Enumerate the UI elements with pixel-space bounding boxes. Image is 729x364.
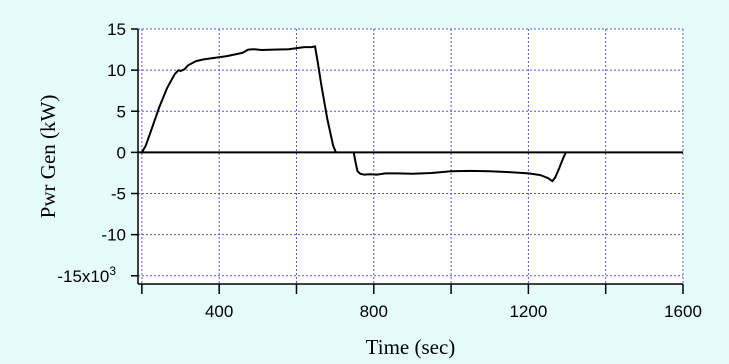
series-line-1 <box>141 45 337 153</box>
x-tick-label: 1600 <box>664 302 702 321</box>
y-tick-label: 0 <box>117 143 126 162</box>
x-tick-label: 800 <box>360 302 388 321</box>
axes <box>131 28 684 294</box>
y-tick-label: 15 <box>107 20 126 39</box>
y-tick-label: 10 <box>107 61 126 80</box>
y-tick-exponent: 3 <box>109 264 116 278</box>
data-series-group <box>141 45 567 183</box>
y-axis-title: Pwr Gen (kW) <box>36 95 60 219</box>
grid-lines <box>138 28 684 284</box>
y-tick-label: -5 <box>111 185 126 204</box>
y-tick-label: 5 <box>117 102 126 121</box>
y-tick-label: -15x103 <box>57 264 116 286</box>
x-axis-title: Time (sec) <box>366 335 456 359</box>
plot-area <box>138 29 683 284</box>
x-tick-label: 400 <box>205 302 233 321</box>
series-line-2 <box>352 151 567 183</box>
tick-labels: 15 10 5 0 -5 -10 -15x103 400 800 1200 1600 <box>57 20 702 321</box>
x-tick-label: 1200 <box>509 302 547 321</box>
y-tick-label: -10 <box>101 226 126 245</box>
